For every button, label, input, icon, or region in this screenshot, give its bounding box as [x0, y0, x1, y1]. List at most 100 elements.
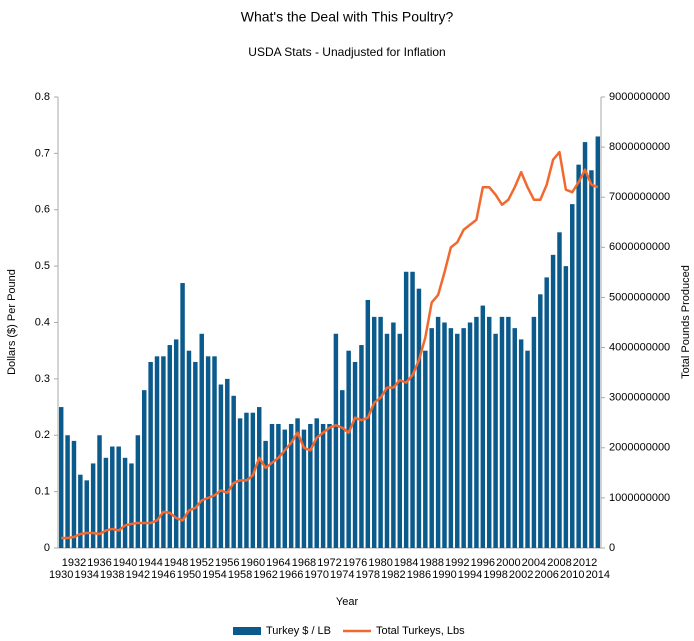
x-tick-label: 1968: [292, 557, 316, 569]
bar: [320, 423, 326, 548]
x-tick-label: 1992: [445, 557, 469, 569]
bar: [461, 328, 466, 548]
y2-tick-label: 5000000000: [609, 291, 670, 303]
y2-tick-label: 8000000000: [609, 141, 670, 153]
y2-axis-label: Total Pounds Produced: [680, 265, 692, 379]
x-tick-label: 1956: [215, 557, 239, 569]
bar: [65, 435, 70, 548]
x-tick-label: 1986: [407, 569, 431, 581]
chart-title: What's the Deal with This Poultry?: [241, 9, 454, 25]
bar: [218, 384, 224, 548]
bar: [467, 322, 473, 548]
x-tick-label: 1950: [177, 569, 201, 581]
bar: [531, 316, 537, 548]
bar: [250, 412, 256, 548]
x-tick-label: 2008: [547, 557, 571, 569]
bar: [110, 446, 115, 548]
bar: [180, 283, 185, 548]
bar: [455, 333, 460, 548]
bar: [97, 435, 102, 548]
x-tick-label: 2000: [496, 557, 520, 569]
bar: [371, 316, 377, 548]
bar: [231, 395, 236, 548]
x-tick-label: 2004: [522, 557, 546, 569]
bar: [186, 350, 192, 548]
bar: [442, 322, 447, 548]
bar: [154, 356, 160, 548]
bar: [595, 136, 601, 548]
bar: [429, 328, 434, 548]
bar: [576, 164, 581, 548]
legend-label: Total Turkeys, Lbs: [376, 625, 465, 637]
x-tick-label: 1946: [151, 569, 175, 581]
x-tick-label: 1984: [394, 557, 418, 569]
bar: [327, 423, 332, 548]
bar: [474, 316, 479, 548]
x-tick-label: 1940: [113, 557, 137, 569]
x-tick-label: 2010: [560, 569, 584, 581]
bar: [295, 418, 300, 548]
x-tick-label: 1932: [62, 557, 86, 569]
bar: [346, 350, 351, 548]
y-tick-label: 0.6: [35, 204, 50, 216]
bar: [282, 429, 288, 548]
x-tick-label: 1982: [381, 569, 405, 581]
legend-label: Turkey $ / LB: [266, 625, 331, 637]
bar: [493, 333, 498, 548]
bar: [506, 316, 511, 548]
x-tick-label: 1948: [164, 557, 188, 569]
bar: [486, 316, 492, 548]
bar: [288, 423, 294, 548]
bar: [384, 333, 390, 548]
x-tick-label: 1978: [356, 569, 380, 581]
y-tick-label: 0.8: [35, 91, 50, 103]
x-tick-label: 1936: [87, 557, 111, 569]
bar: [116, 446, 121, 548]
bar: [544, 277, 549, 548]
x-axis-label: Year: [336, 596, 359, 608]
y2-tick-label: 1000000000: [609, 492, 670, 504]
x-tick-label: 1972: [317, 557, 341, 569]
x-tick-label: 2014: [586, 569, 610, 581]
x-tick-label: 1976: [343, 557, 367, 569]
bar: [333, 333, 339, 548]
x-tick-label: 2006: [534, 569, 558, 581]
bar: [269, 423, 275, 548]
bar: [58, 407, 64, 548]
y2-tick-label: 7000000000: [609, 191, 670, 203]
x-tick-label: 1942: [126, 569, 150, 581]
bar: [301, 429, 307, 548]
bar: [161, 356, 166, 548]
y-axis-label: Dollars ($) Per Pound: [6, 269, 18, 375]
bar: [199, 333, 204, 548]
bar: [582, 142, 588, 548]
bar: [84, 480, 89, 548]
bar: [391, 322, 396, 548]
bar: [499, 316, 505, 548]
bar: [90, 463, 96, 548]
bar: [518, 339, 524, 548]
bar: [550, 254, 556, 548]
bar: [308, 423, 313, 548]
x-tick-label: 1996: [471, 557, 495, 569]
bar: [122, 457, 128, 548]
bar: [352, 361, 358, 548]
bar: [557, 232, 562, 549]
bar: [480, 305, 486, 548]
bar: [340, 390, 345, 548]
x-tick-label: 1934: [75, 569, 99, 581]
bar: [276, 423, 281, 548]
y-tick-label: 0.3: [35, 373, 50, 385]
bar: [365, 299, 371, 548]
bar: [225, 378, 230, 548]
bar: [538, 294, 543, 548]
x-tick-label: 1958: [228, 569, 252, 581]
bar: [416, 288, 422, 548]
bar: [167, 345, 173, 548]
x-tick-label: 1998: [483, 569, 507, 581]
bar: [237, 418, 243, 548]
x-tick-label: 1952: [189, 557, 213, 569]
y-tick-label: 0.4: [35, 316, 50, 328]
bar: [129, 463, 134, 548]
